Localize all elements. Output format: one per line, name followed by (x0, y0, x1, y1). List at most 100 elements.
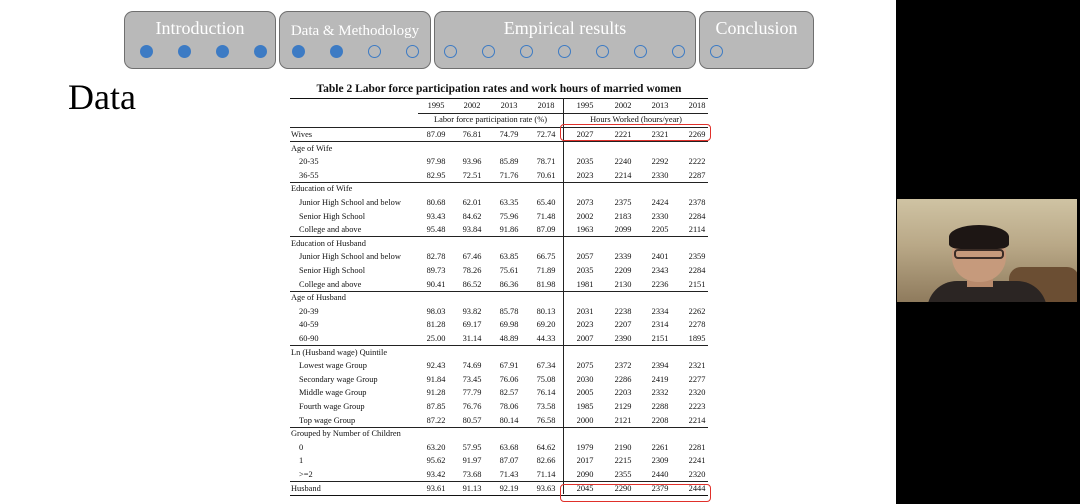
nav-dot[interactable] (330, 45, 343, 58)
nav-dot[interactable] (406, 45, 419, 58)
table-cell: 2309 (651, 456, 669, 466)
nav-tab-data-methodology[interactable]: Data & Methodology (279, 11, 431, 69)
row-label: Fourth wage Group (299, 402, 365, 411)
nav-dot[interactable] (558, 45, 571, 58)
table-cell: 2017 (576, 456, 594, 466)
table-rule (290, 127, 708, 128)
table-cell: 2151 (651, 334, 669, 343)
table-cell: 71.76 (499, 170, 519, 180)
year-header: 2013 (500, 101, 518, 110)
table-row: >=2 93.42 73.68 71.43 71.14 2090 2355 2440 2320 (290, 468, 708, 482)
nav-dot[interactable] (444, 45, 457, 58)
table-group-header-row: Age of Wife (290, 142, 708, 156)
table-cell: 2284 (688, 266, 706, 275)
table-cell: 2035 (576, 157, 594, 167)
nav-dot[interactable] (596, 45, 609, 58)
table-cell: 48.89 (499, 334, 519, 343)
table-row: Middle wage Group 91.28 77.79 82.57 76.14 200… (290, 386, 708, 400)
presenter-shirt (927, 281, 1047, 302)
table-cell: 93.43 (426, 211, 446, 221)
table-cell: 2390 (614, 334, 632, 343)
table-cell: 80.57 (462, 415, 482, 425)
nav-tab-conclusion[interactable]: Conclusion (699, 11, 814, 69)
table-cell: 82.78 (426, 252, 446, 262)
table-cell: 63.85 (499, 252, 519, 262)
table-cell: 66.75 (536, 252, 556, 262)
nav-dot[interactable] (482, 45, 495, 58)
row-label: Age of Wife (291, 143, 333, 153)
nav-dots (280, 45, 430, 59)
row-label: 0 (299, 442, 304, 452)
nav-tab-introduction[interactable]: Introduction (124, 11, 276, 69)
table-cell: 78.06 (499, 402, 519, 411)
table-cell: 63.20 (426, 442, 446, 452)
table-cell: 2221 (614, 130, 632, 139)
nav-dot[interactable] (672, 45, 685, 58)
table-cell: 2207 (614, 320, 632, 330)
table-rule (290, 426, 708, 428)
table-cell: 78.26 (462, 266, 482, 275)
table-cell: 67.34 (536, 361, 556, 371)
table-cell: 81.28 (426, 320, 446, 330)
table-cell: 2023 (576, 170, 594, 180)
table-cell: 91.13 (462, 483, 482, 493)
table-row: 0 63.20 57.95 63.68 64.62 1979 2190 2261 2281 (290, 441, 708, 455)
nav-dot[interactable] (292, 45, 305, 58)
table-cell: 71.48 (536, 211, 556, 221)
nav-dot[interactable] (368, 45, 381, 58)
table-row: Secondary wage Group 91.84 73.45 76.06 75.08… (290, 373, 708, 387)
table-row: Junior High School and below 80.68 62.01 63… (290, 196, 708, 210)
presentation-slide: Introduction Data & Methodology Empirica… (0, 0, 896, 504)
row-label: 20-35 (299, 157, 319, 167)
table-rule (418, 113, 563, 114)
table-cell: 82.95 (426, 170, 446, 180)
table-cell: 44.33 (536, 334, 556, 343)
nav-dot[interactable] (140, 45, 153, 58)
nav-dots (435, 45, 695, 59)
table-cell: 2332 (651, 388, 669, 398)
table-cell: 86.52 (462, 279, 482, 289)
table-cell: 69.98 (499, 320, 519, 330)
row-label: Senior High School (299, 266, 366, 275)
table-cell: 2130 (614, 279, 632, 289)
table-cell: 2277 (688, 374, 706, 384)
table-cell: 2379 (651, 483, 669, 493)
table-cell: 2183 (614, 211, 632, 221)
table-cell: 2262 (688, 306, 706, 316)
table-cell: 2209 (614, 266, 632, 275)
table-cell: 70.61 (536, 170, 556, 180)
table-cell: 2027 (576, 130, 594, 139)
table-cell: 2290 (614, 483, 632, 493)
table-cell: 2440 (651, 470, 669, 479)
table-cell: 2205 (651, 225, 669, 235)
nav-tab-label: Data & Methodology (290, 23, 420, 39)
row-label: 40-59 (299, 320, 319, 330)
nav-dot[interactable] (254, 45, 267, 58)
table-cell: 2424 (651, 198, 669, 207)
table-cell: 2320 (688, 388, 706, 398)
table-cell: 93.42 (426, 470, 446, 479)
row-label: 36-55 (299, 170, 319, 180)
table-cell: 2005 (576, 388, 594, 398)
row-label: Grouped by Number of Children (291, 429, 401, 439)
nav-dot[interactable] (216, 45, 229, 58)
table-cell: 64.62 (536, 442, 556, 452)
nav-dot[interactable] (178, 45, 191, 58)
row-label: Wives (291, 130, 313, 139)
nav-dot[interactable] (710, 45, 723, 58)
table-cell: 2375 (614, 198, 632, 207)
table-cell: 78.71 (536, 157, 556, 167)
row-label: Ln (Husband wage) Quintile (291, 347, 388, 357)
table-cell: 82.66 (536, 456, 556, 466)
nav-dot[interactable] (520, 45, 533, 58)
table-row: Top wage Group 87.22 80.57 80.14 76.58 2000 21… (290, 414, 708, 428)
table-rule (290, 495, 708, 497)
table-cell: 2240 (614, 157, 632, 167)
nav-tab-empirical-results[interactable]: Empirical results (434, 11, 696, 69)
table-cell: 2236 (651, 279, 669, 289)
table-cell: 2222 (688, 157, 706, 167)
nav-dot[interactable] (634, 45, 647, 58)
nav-tab-label: Conclusion (715, 18, 798, 38)
nav-tab-label: Introduction (155, 18, 245, 38)
